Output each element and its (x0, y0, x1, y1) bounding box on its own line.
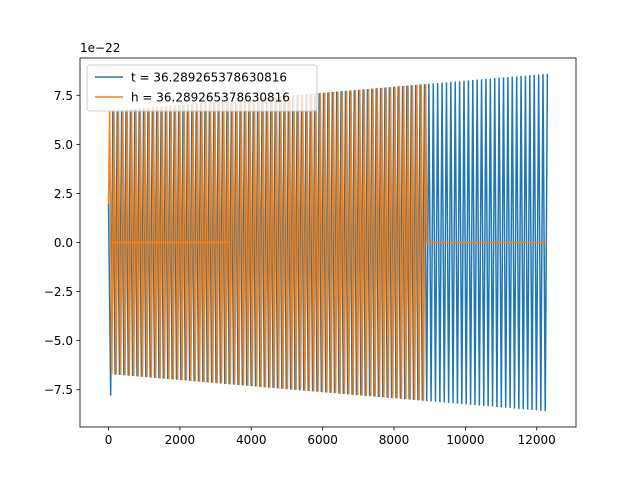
y-tick-label: 2.5 (54, 187, 73, 201)
y-tick-label: 5.0 (54, 138, 73, 152)
y-tick-label: −7.5 (44, 383, 73, 397)
x-tick-label: 2000 (165, 433, 196, 447)
legend-label: h = 36.289265378630816 (131, 91, 290, 105)
x-tick-label: 12000 (518, 433, 556, 447)
x-tick-label: 6000 (307, 433, 338, 447)
x-tick-label: 0 (105, 433, 113, 447)
x-tick-label: 10000 (446, 433, 484, 447)
legend-box (86, 64, 318, 112)
y-offset-label: 1e−22 (80, 41, 120, 55)
legend-label: t = 36.289265378630816 (131, 71, 287, 85)
x-tick-label: 8000 (379, 433, 410, 447)
legend: t = 36.289265378630816 h = 36.28926537863… (86, 64, 318, 112)
y-tick-label: −5.0 (44, 334, 73, 348)
x-tick-label: 4000 (236, 433, 267, 447)
y-tick-label: 7.5 (54, 89, 73, 103)
y-tick-label: 0.0 (54, 236, 73, 250)
y-tick-label: −2.5 (44, 285, 73, 299)
